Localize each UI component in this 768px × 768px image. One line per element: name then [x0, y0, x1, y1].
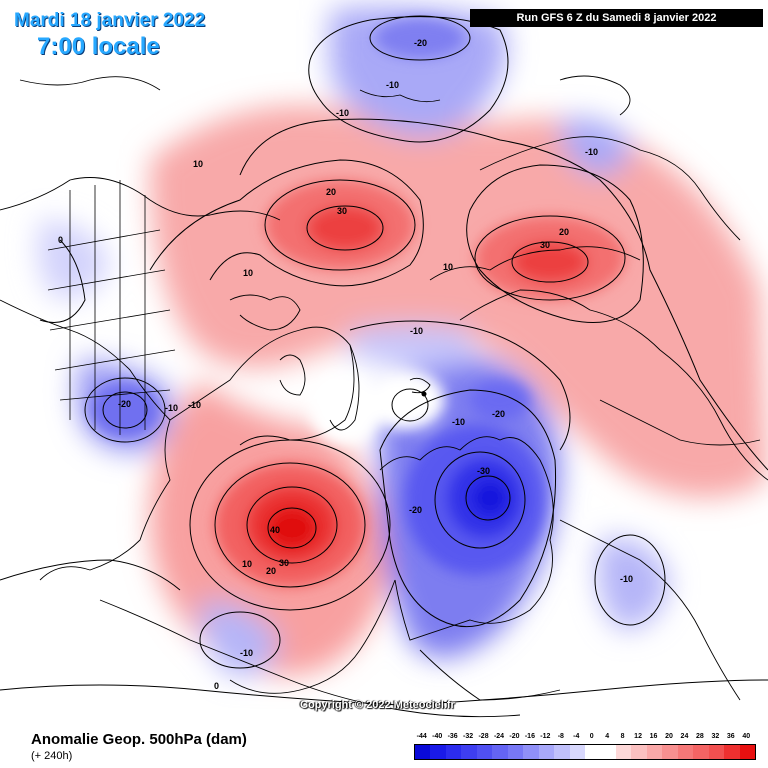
contour-label: -30 — [477, 466, 490, 476]
contour-label: 30 — [279, 558, 289, 568]
legend-ticks: -44 -40 -36 -32 -28 -24 -20 -16 -12 -8 -4 0 4 8 12 16 20… — [410, 733, 760, 743]
legend-swatch — [523, 745, 539, 759]
contour-label: -10 — [452, 417, 465, 427]
legend-tick-label: 8 — [620, 733, 625, 740]
legend-swatch — [677, 745, 694, 759]
contour-label: -10 — [188, 400, 201, 410]
legend-tick-label: -28 — [478, 733, 489, 740]
legend-swatch — [693, 745, 709, 759]
copyright-notice: Copyright © 2022 Meteociel.fr — [300, 699, 455, 711]
contour-label: 10 — [242, 559, 252, 569]
contour-label: 20 — [559, 227, 569, 237]
legend-swatch — [507, 745, 524, 759]
legend-tick-label: 40 — [742, 733, 751, 740]
legend-tick-label: -32 — [463, 733, 474, 740]
legend-tick-label: 32 — [711, 733, 720, 740]
coastlines — [0, 75, 768, 718]
contour-label: -20 — [118, 399, 131, 409]
contour-label: -10 — [336, 108, 349, 118]
legend-swatch — [430, 745, 446, 759]
legend-tick-label: 24 — [680, 733, 689, 740]
legend-swatch — [724, 745, 740, 759]
contour-label: -10 — [240, 648, 253, 658]
legend-swatch — [569, 745, 585, 759]
contour-label: 20 — [326, 187, 336, 197]
contour-label: 10 — [243, 268, 253, 278]
legend-swatch — [476, 745, 493, 759]
contour-label: 30 — [540, 240, 550, 250]
legend-swatch — [415, 745, 431, 759]
legend-tick-label: -20 — [509, 733, 520, 740]
legend-swatch — [461, 745, 477, 759]
contour-label: 10 — [443, 262, 453, 272]
contour-label: -20 — [492, 409, 505, 419]
legend-tick-label: -16 — [524, 733, 535, 740]
legend-swatch — [584, 745, 601, 759]
anomaly-shading — [37, 6, 768, 676]
legend-color-bar — [414, 744, 756, 760]
contour-label: 20 — [266, 566, 276, 576]
contour-label: -10 — [165, 403, 178, 413]
forecast-hour: 7:00 locale — [37, 33, 160, 60]
contour-label: -10 — [620, 574, 633, 584]
north-pole-marker — [421, 391, 427, 397]
legend-tick-label: 36 — [726, 733, 735, 740]
contour-label: 10 — [193, 159, 203, 169]
legend-tick-label: 4 — [605, 733, 610, 740]
legend-swatch — [708, 745, 725, 759]
color-scale-legend: -44 -40 -36 -32 -28 -24 -20 -16 -12 -8 -4 0 4 8 12 16 20… — [410, 733, 760, 767]
contour-label: -10 — [410, 326, 423, 336]
contour-label: -20 — [409, 505, 422, 515]
contour-lines — [0, 15, 768, 706]
contour-label: -20 — [414, 38, 427, 48]
legend-swatch — [600, 745, 616, 759]
legend-swatch — [492, 745, 508, 759]
contour-labels: -20 -10 -10 20 30 10 10 10 -20 -10 -10 0… — [58, 38, 633, 691]
forecast-date: Mardi 18 janvier 2022 — [14, 10, 206, 31]
legend-tick-label: -4 — [573, 733, 580, 740]
legend-tick-label: -8 — [557, 733, 564, 740]
contour-label: 40 — [270, 525, 280, 535]
legend-tick-label: -40 — [432, 733, 443, 740]
legend-tick-label: 28 — [696, 733, 704, 740]
legend-swatch — [445, 745, 462, 759]
legend-tick-label: -36 — [447, 733, 458, 740]
legend-swatch — [554, 745, 570, 759]
legend-swatch — [739, 745, 755, 759]
contour-label: 0 — [214, 681, 219, 691]
legend-tick-label: 0 — [589, 733, 594, 740]
legend-tick-label: 20 — [665, 733, 673, 740]
legend-swatch — [538, 745, 555, 759]
legend-tick-label: 12 — [634, 733, 642, 740]
legend-swatch — [631, 745, 647, 759]
chart-caption: Anomalie Geop. 500hPa (dam) — [31, 731, 247, 748]
contour-label: 30 — [337, 206, 347, 216]
contour-label: -10 — [386, 80, 399, 90]
legend-tick-label: -24 — [493, 733, 505, 740]
contour-label: 0 — [58, 235, 63, 245]
legend-swatch — [662, 745, 678, 759]
legend-tick-label: -12 — [540, 733, 551, 740]
model-run-banner: Run GFS 6 Z du Samedi 8 janvier 2022 — [470, 9, 763, 27]
forecast-range: (+ 240h) — [31, 750, 73, 762]
legend-tick-label: 16 — [649, 733, 658, 740]
legend-swatch — [615, 745, 632, 759]
contour-label: -10 — [585, 147, 598, 157]
legend-swatch — [646, 745, 663, 759]
legend-tick-label: -44 — [416, 733, 427, 740]
